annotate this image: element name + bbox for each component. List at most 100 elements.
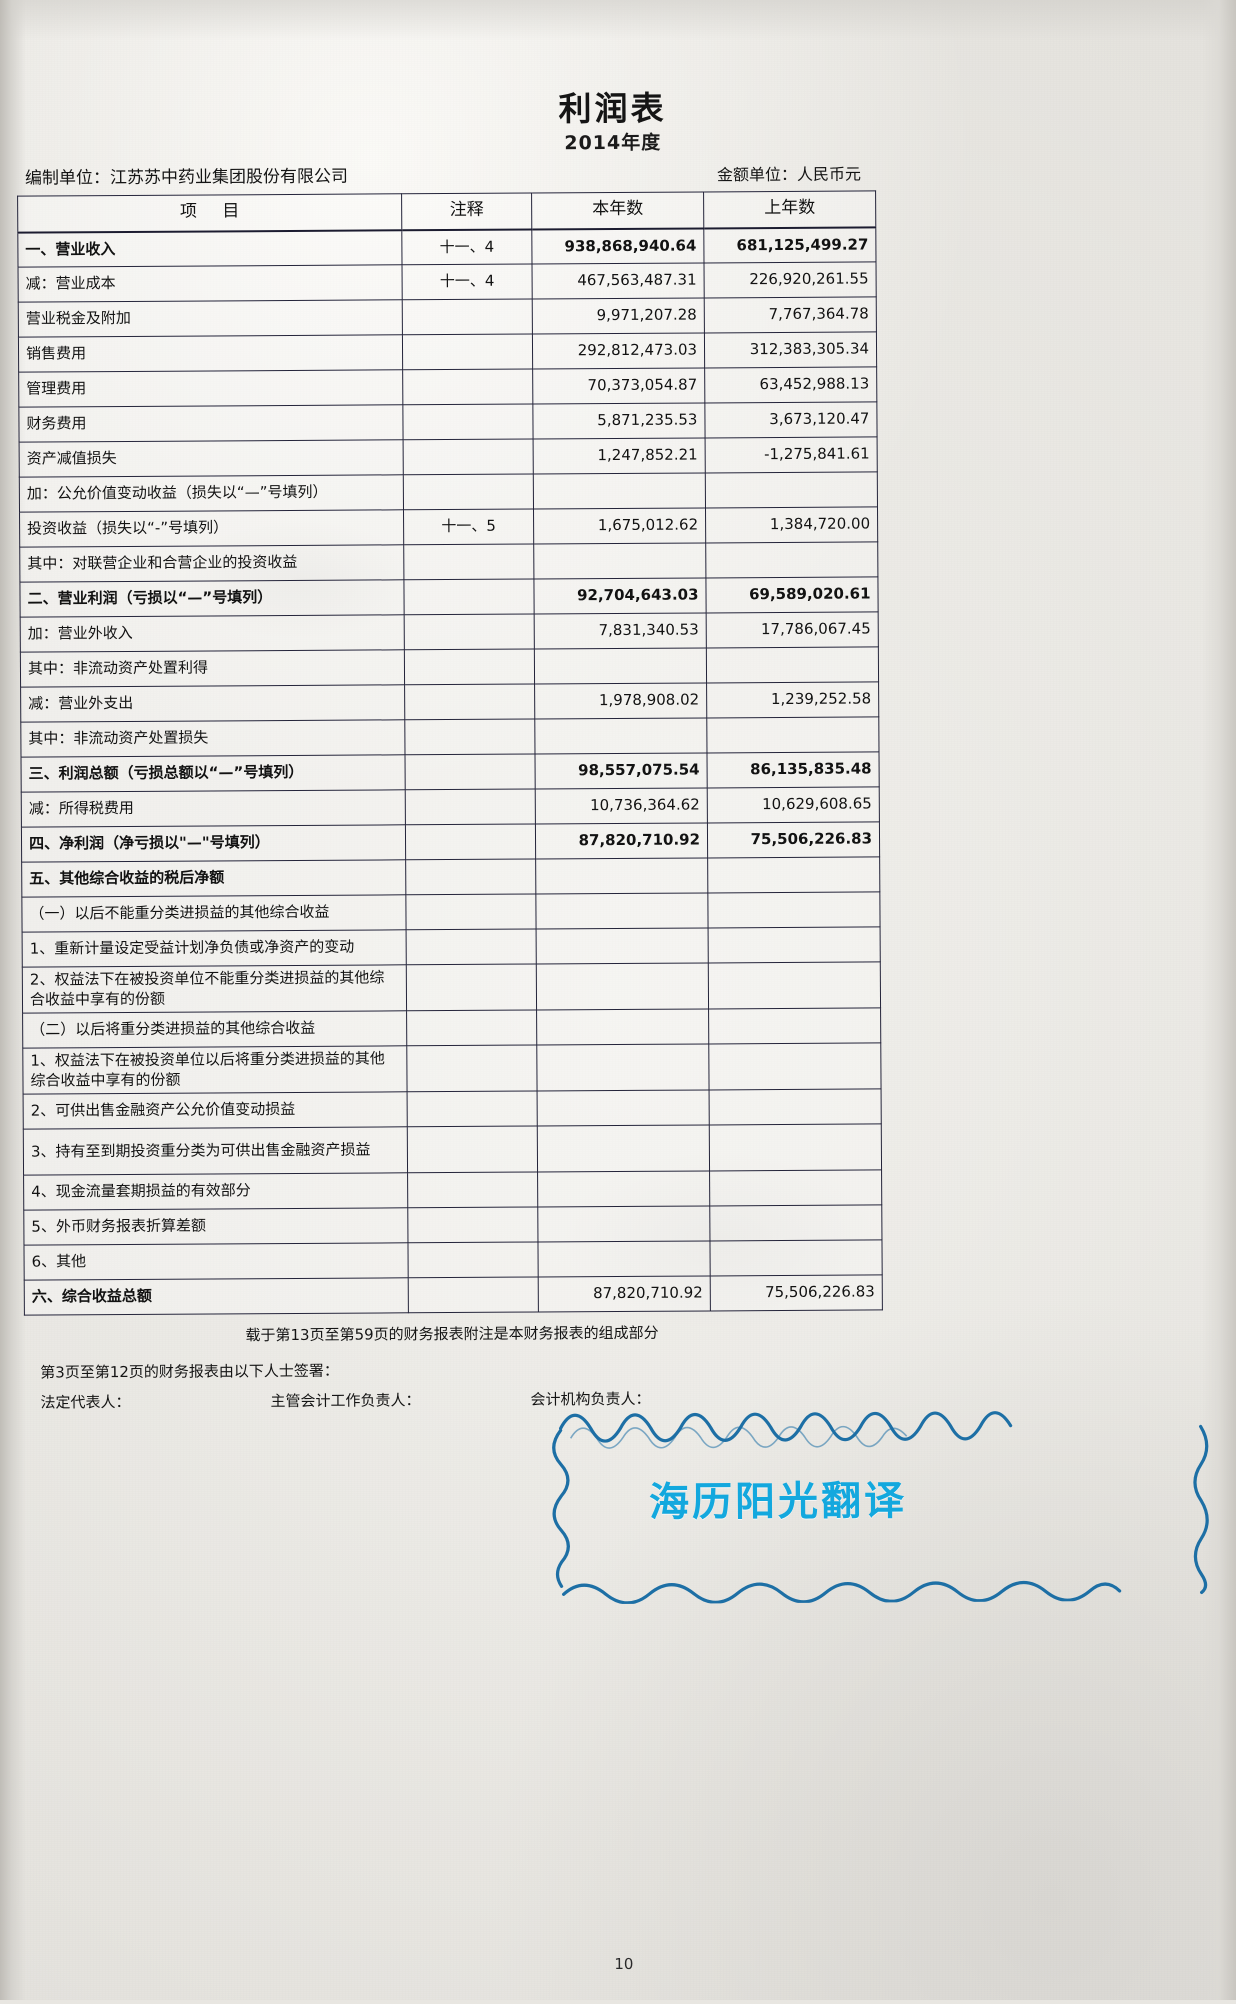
row-current-year-amount [537,1170,710,1207]
row-note-reference [404,614,535,650]
table-row: 加：营业外收入 7,831,340.53 17,786,067.45 [20,611,879,653]
table-row: 减：营业外支出 1,978,908.02 1,239,252.58 [20,681,879,723]
row-item-label: 管理费用 [18,369,403,408]
row-note-reference [407,1090,538,1127]
row-current-year-amount [535,857,708,894]
row-item-label: （一）以后不能重分类进损益的其他综合收益 [21,894,407,933]
row-note-reference [407,1206,538,1243]
table-header-row: 项 目 注释 本年数 上年数 [17,190,876,233]
currency-unit: 金额单位：人民币元 [717,161,861,186]
row-note-reference [405,893,537,930]
scan-edge-shadow-left [0,0,26,2000]
row-note-reference [402,299,533,335]
row-item-label: 投资收益（损失以“-”号填列） [19,509,404,548]
page-number: 10 [614,1954,634,1974]
row-current-year-amount: 1,247,852.21 [533,437,706,475]
row-previous-year-amount: 75,506,226.83 [707,821,880,858]
table-row: 1、权益法下在被投资单位以后将重分类进损益的其他综合收益中享有的份额 [22,1042,882,1095]
row-current-year-amount: 1,675,012.62 [533,507,706,545]
row-current-year-amount [537,1240,711,1277]
table-row: 营业税金及附加 9,971,207.28 7,767,364.78 [18,296,877,338]
row-previous-year-amount [709,1169,882,1206]
preparing-unit-label: 编制单位： [24,168,111,189]
table-row: 三、利润总额（亏损总额以“—”号填列） 98,557,075.54 86,135,8… [21,751,880,793]
column-header-note: 注释 [401,193,532,230]
preparing-unit-value: 江苏苏中药业集团股份有限公司 [109,166,349,189]
row-current-year-amount [534,717,707,755]
row-current-year-amount: 938,868,940.64 [531,227,704,265]
row-item-label: 加：公允价值变动收益（损失以“—”号填列） [19,474,404,513]
row-current-year-amount: 98,557,075.54 [534,752,708,790]
row-item-label: 其中：非流动资产处置利得 [20,649,405,688]
row-note-reference [404,684,535,720]
scan-edge-shadow-right [1202,0,1236,2000]
row-item-label: 6、其他 [23,1242,409,1281]
row-item-label: 六、综合收益总额 [24,1277,409,1316]
row-current-year-amount [535,892,709,929]
row-note-reference [408,1276,539,1313]
row-note-reference [404,649,535,685]
row-current-year-amount [536,1008,709,1045]
preparing-unit: 编制单位：江苏苏中药业集团股份有限公司 [25,162,348,189]
row-item-label: 减：营业外支出 [20,684,405,723]
row-item-label: 二、营业利润（亏损以“—”号填列） [19,579,405,618]
table-row: 1、重新计量设定受益计划净负债或净资产的变动 [22,926,881,968]
row-note-reference [405,789,536,825]
row-item-label: 一、营业收入 [17,229,403,268]
row-previous-year-amount: 69,589,020.61 [705,576,879,613]
row-previous-year-amount: 226,920,261.55 [703,261,877,298]
row-note-reference [406,1044,538,1092]
row-note-reference [404,719,535,755]
row-note-reference [407,1241,539,1278]
row-item-label: 资产减值损失 [19,439,404,478]
table-row: （二）以后将重分类进损益的其他综合收益 [22,1007,881,1049]
row-previous-year-amount: 1,384,720.00 [705,506,878,543]
row-current-year-amount: 87,820,710.92 [538,1275,711,1312]
row-previous-year-amount: 86,135,835.48 [706,751,880,788]
currency-unit-value: 人民币元 [796,164,862,184]
row-note-reference [404,754,536,790]
row-note-reference [402,334,533,370]
income-statement-table-wrapper: 项 目 注释 本年数 上年数 一、营业收入 十一、4 938,868,940.64 6… [17,190,883,1316]
row-previous-year-amount [709,1239,883,1276]
row-current-year-amount: 10,736,364.62 [535,787,708,825]
table-row: 管理费用 70,373,054.87 63,452,988.13 [18,366,877,408]
row-item-label: 减：所得税费用 [21,789,406,828]
column-header-item: 项 目 [17,193,402,233]
row-item-label: 1、权益法下在被投资单位以后将重分类进损益的其他综合收益中享有的份额 [22,1045,408,1095]
row-previous-year-amount [708,1042,882,1090]
row-previous-year-amount [708,1007,881,1044]
row-previous-year-amount [709,1088,882,1125]
row-current-year-amount [533,472,706,510]
row-current-year-amount [534,647,707,685]
row-item-label: 1、重新计量设定受益计划净负债或净资产的变动 [22,929,407,968]
row-item-label: 其中：非流动资产处置损失 [20,719,405,758]
row-item-label: 其中：对联营企业和合营企业的投资收益 [19,544,404,583]
row-previous-year-amount [708,961,881,1009]
table-row: 二、营业利润（亏损以“—”号填列） 92,704,643.03 69,589,020… [19,576,879,618]
row-previous-year-amount: 63,452,988.13 [704,366,877,403]
table-row: 减：营业成本 十一、4 467,563,487.31 226,920,261.55 [18,261,877,303]
column-header-current-year: 本年数 [531,191,704,230]
row-note-reference [407,1171,538,1208]
table-row: 2、权益法下在被投资单位不能重分类进损益的其他综合收益中享有的份额 [22,961,881,1014]
table-row: 资产减值损失 1,247,852.21 -1,275,841.61 [19,436,878,478]
row-note-reference [406,928,537,965]
row-item-label: 2、可供出售金融资产公允价值变动损益 [23,1091,408,1130]
row-item-label: 三、利润总额（亏损总额以“—”号填列） [21,754,406,793]
row-previous-year-amount: -1,275,841.61 [705,436,878,473]
row-previous-year-amount: 10,629,608.65 [707,786,880,823]
row-current-year-amount: 92,704,643.03 [533,577,707,615]
row-current-year-amount [533,542,706,580]
row-item-label: 4、现金流量套期损益的有效部分 [23,1172,408,1211]
row-item-label: 销售费用 [18,334,403,373]
table-head: 项 目 注释 本年数 上年数 [17,190,876,233]
row-current-year-amount [537,1089,710,1126]
row-previous-year-amount: 681,125,499.27 [703,226,876,263]
table-row: 3、持有至到期投资重分类为可供出售金融资产损益 [23,1123,882,1176]
row-item-label: 5、外币财务报表折算差额 [23,1207,408,1246]
row-previous-year-amount [705,471,878,508]
signature-legal-representative: 法定代表人： [40,1392,131,1412]
row-previous-year-amount [706,646,879,683]
